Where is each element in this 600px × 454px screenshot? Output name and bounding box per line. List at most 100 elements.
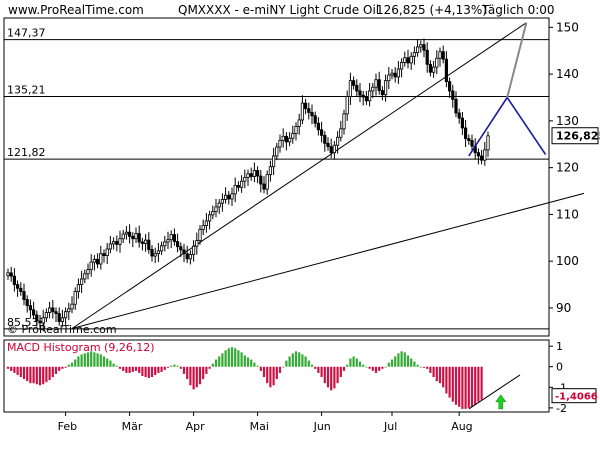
candle-body xyxy=(332,144,337,154)
macd-bar-negative xyxy=(122,366,125,371)
macd-bar-negative xyxy=(205,366,208,374)
macd-bar-positive xyxy=(285,360,288,367)
macd-bar-negative xyxy=(160,366,163,372)
candle-body xyxy=(156,250,160,255)
period-label: Täglich 0:00 xyxy=(481,3,555,17)
macd-bar-negative xyxy=(454,366,458,405)
candle-body xyxy=(422,44,426,51)
candle-body xyxy=(323,134,327,144)
macd-bar-negative xyxy=(474,366,477,405)
candle-body xyxy=(377,79,381,91)
macd-bar-negative xyxy=(458,366,461,407)
candle-body xyxy=(351,80,356,86)
macd-bar-negative xyxy=(35,366,38,385)
macd-bar-positive xyxy=(250,359,253,367)
candle-body xyxy=(425,49,429,65)
projection-line xyxy=(468,96,547,157)
candle-body xyxy=(159,245,164,252)
candle-body xyxy=(185,253,189,260)
macd-bar-negative xyxy=(144,366,147,378)
macd-bar-negative xyxy=(16,366,19,375)
macd-bar-positive xyxy=(70,362,74,367)
macd-bar-negative xyxy=(48,366,51,381)
macd-bar-negative xyxy=(192,366,195,390)
candle-body xyxy=(470,140,474,147)
candle-body xyxy=(143,239,148,244)
candle-body xyxy=(399,62,404,70)
candle-body xyxy=(179,246,183,251)
symbol-title: QMXXXX - e-miNY Light Crude Oil xyxy=(178,3,379,17)
macd-bar-positive xyxy=(294,351,298,367)
macd-bar-positive xyxy=(214,359,218,367)
macd-bar-negative xyxy=(10,366,13,371)
macd-bar-negative xyxy=(368,366,371,369)
candle-body xyxy=(435,57,439,68)
candle-body xyxy=(243,177,247,182)
macd-bar-negative xyxy=(157,366,160,373)
watermark: © ProRealTime.com xyxy=(7,323,117,336)
candle-body xyxy=(316,122,321,131)
candle-body xyxy=(223,194,228,200)
macd-bar-negative xyxy=(262,366,266,378)
candle-body xyxy=(457,112,461,119)
candle-body xyxy=(204,220,208,227)
candle-body xyxy=(22,291,26,300)
macd-title: MACD Histogram (9,26,12) xyxy=(7,341,155,354)
candle-body xyxy=(32,309,36,316)
candle-body xyxy=(319,129,324,136)
macd-bar-negative xyxy=(58,366,61,371)
candle-body xyxy=(239,180,244,188)
macd-bar-negative xyxy=(438,366,442,384)
candle-body xyxy=(412,52,417,57)
macd-bar-negative xyxy=(166,366,170,368)
y-tick-label: 130 xyxy=(556,114,579,128)
candle-body xyxy=(287,137,292,143)
candle-body xyxy=(67,308,71,313)
candle-body xyxy=(390,72,394,76)
macd-bar-negative xyxy=(42,366,45,385)
macd-bar-negative xyxy=(323,366,326,384)
macd-bar-negative xyxy=(189,366,192,386)
candle-body xyxy=(374,79,378,88)
candle-body xyxy=(80,278,84,285)
macd-bar-positive xyxy=(304,356,307,367)
macd-bar-positive xyxy=(394,356,397,367)
candle-body xyxy=(166,239,170,243)
macd-bar-positive xyxy=(352,356,355,367)
candle-body xyxy=(172,234,176,242)
macd-bar-negative xyxy=(141,366,144,376)
candle-body xyxy=(124,231,128,235)
candle-body xyxy=(252,170,256,177)
candle-body xyxy=(38,320,42,324)
macd-bar-negative xyxy=(138,366,141,373)
candle-body xyxy=(387,74,391,82)
last-value-marker xyxy=(551,127,599,145)
macd-bar-positive xyxy=(256,365,259,367)
macd-bar-positive xyxy=(355,358,358,367)
x-tick-label: Mai xyxy=(250,420,269,433)
x-tick-label: Jul xyxy=(383,420,397,433)
macd-bar-positive xyxy=(406,355,410,367)
macd-bar-negative xyxy=(464,366,467,409)
candle-body xyxy=(371,86,375,92)
candle-body xyxy=(175,241,180,248)
macd-bar-negative xyxy=(266,366,269,384)
macd-tick-label: 1 xyxy=(556,340,563,353)
candle-body xyxy=(310,112,314,117)
macd-bar-negative xyxy=(154,366,157,375)
macd-bar-positive xyxy=(397,353,400,367)
candle-body xyxy=(281,135,285,141)
level-label: 121,82 xyxy=(7,146,46,159)
site-label: www.ProRealTime.com xyxy=(8,3,144,17)
candle-body xyxy=(35,314,39,322)
macd-bar-positive xyxy=(67,364,70,367)
macd-bar-negative xyxy=(435,366,438,382)
macd-bar-negative xyxy=(51,366,54,378)
macd-bar-positive xyxy=(288,356,291,367)
candle-body xyxy=(99,253,103,265)
candle-body xyxy=(92,258,96,263)
macd-tick-label: 0 xyxy=(556,361,563,374)
candle-body xyxy=(220,199,224,204)
macd-bar-negative xyxy=(422,366,426,368)
macd-tick-label: -2 xyxy=(556,402,567,415)
